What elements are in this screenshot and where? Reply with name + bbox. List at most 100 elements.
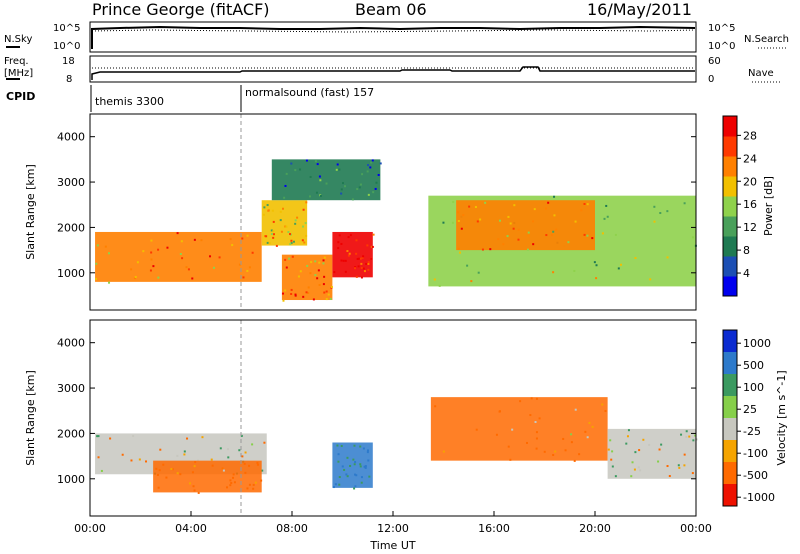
power-speckle — [341, 182, 344, 185]
velocity-speckle — [338, 476, 341, 479]
power-speckle — [187, 268, 190, 271]
velocity-speckle — [626, 435, 629, 438]
power-speckle — [265, 235, 268, 238]
power-speckle — [366, 244, 369, 247]
power-speckle — [263, 206, 266, 209]
velocity-speckle — [256, 461, 259, 464]
power-speckle — [344, 270, 347, 273]
velocity-speckle — [230, 482, 233, 485]
power-speckle — [279, 210, 282, 213]
velocity-speckle — [355, 474, 358, 477]
power-speckle — [309, 195, 312, 198]
power-speckle — [583, 202, 586, 205]
power-region — [95, 231, 262, 282]
power-speckle — [95, 262, 98, 265]
power-speckle — [136, 261, 139, 264]
velocity-heatmap — [95, 397, 698, 494]
power-speckle — [336, 163, 339, 166]
velocity-colorbar-tick-label: -100 — [743, 447, 768, 460]
power-speckle — [329, 297, 332, 300]
power-speckle — [377, 173, 380, 176]
x-tick-label: 04:00 — [175, 522, 207, 535]
power-speckle — [302, 208, 305, 211]
power-speckle — [567, 241, 570, 244]
velocity-speckle — [252, 483, 255, 486]
power-speckle — [371, 159, 374, 162]
velocity-colorbar — [723, 330, 737, 507]
power-speckle — [355, 275, 358, 278]
velocity-speckle — [130, 459, 133, 462]
velocity-speckle — [343, 468, 346, 471]
power-speckle — [359, 183, 362, 186]
power-speckle — [303, 241, 306, 244]
power-colorbar-tick-label: 8 — [743, 244, 750, 257]
power-speckle — [479, 218, 482, 221]
power-speckle — [294, 294, 297, 297]
power-colorbar-tick-label: 12 — [743, 221, 757, 234]
velocity-speckle — [535, 447, 538, 450]
velocity-y-ticks: 1000 2000 3000 4000 — [57, 337, 696, 486]
power-speckle — [280, 230, 283, 233]
power-speckle — [150, 251, 153, 254]
power-speckle — [497, 238, 500, 241]
power-speckle — [104, 245, 107, 248]
power-speckle — [307, 286, 310, 289]
x-tick-label: 12:00 — [377, 522, 409, 535]
velocity-speckle — [359, 465, 362, 468]
velocity-speckle — [495, 433, 498, 436]
power-speckle — [360, 266, 363, 269]
power-speckle — [595, 277, 598, 280]
power-speckle — [666, 210, 669, 213]
power-speckle — [379, 162, 382, 165]
power-speckle — [185, 266, 188, 269]
velocity-speckle — [601, 403, 604, 406]
power-speckle — [370, 245, 373, 248]
power-colorbar-segment — [723, 156, 737, 177]
power-speckle — [246, 234, 249, 237]
velocity-speckle — [509, 458, 512, 461]
power-colorbar-tick-label: 28 — [743, 129, 757, 142]
power-speckle — [231, 244, 234, 247]
power-speckle — [601, 232, 604, 235]
velocity-speckle — [219, 447, 222, 450]
velocity-speckle — [260, 479, 263, 482]
power-speckle — [229, 238, 232, 241]
velocity-speckle — [633, 468, 636, 471]
nave-tick-bottom: 0 — [708, 74, 714, 85]
velocity-speckle — [240, 434, 243, 437]
power-speckle — [691, 236, 694, 239]
power-speckle — [327, 293, 330, 296]
velocity-speckle — [241, 455, 244, 458]
velocity-speckle — [192, 485, 195, 488]
power-speckle — [460, 227, 463, 230]
velocity-speckle — [138, 458, 141, 461]
velocity-speckle — [360, 476, 363, 479]
power-speckle — [294, 293, 297, 296]
power-speckle — [284, 225, 287, 228]
power-speckle — [262, 213, 265, 216]
power-speckle — [213, 266, 216, 269]
velocity-speckle — [627, 429, 630, 432]
velocity-speckle — [535, 437, 538, 440]
velocity-speckle — [353, 487, 356, 490]
velocity-speckle — [246, 487, 249, 490]
velocity-speckle — [570, 441, 573, 444]
power-y-axis-label: Slant Range [km] — [24, 164, 37, 260]
cpid-segment-1: themis 3300 — [95, 95, 164, 108]
velocity-colorbar-segment — [723, 352, 737, 375]
power-speckle — [317, 269, 320, 272]
station-title: Prince George (fitACF) — [92, 0, 270, 19]
freq-label-line1: Freq. — [4, 56, 29, 67]
power-speckle — [375, 181, 378, 184]
power-speckle — [458, 251, 461, 254]
velocity-speckle — [683, 464, 686, 467]
power-speckle — [573, 269, 576, 272]
velocity-y-tick-label: 2000 — [57, 427, 85, 440]
velocity-speckle — [359, 463, 362, 466]
velocity-speckle — [680, 433, 683, 436]
power-speckle — [287, 231, 290, 234]
velocity-speckle — [498, 410, 501, 413]
power-speckle — [279, 219, 282, 222]
velocity-speckle — [634, 451, 637, 454]
